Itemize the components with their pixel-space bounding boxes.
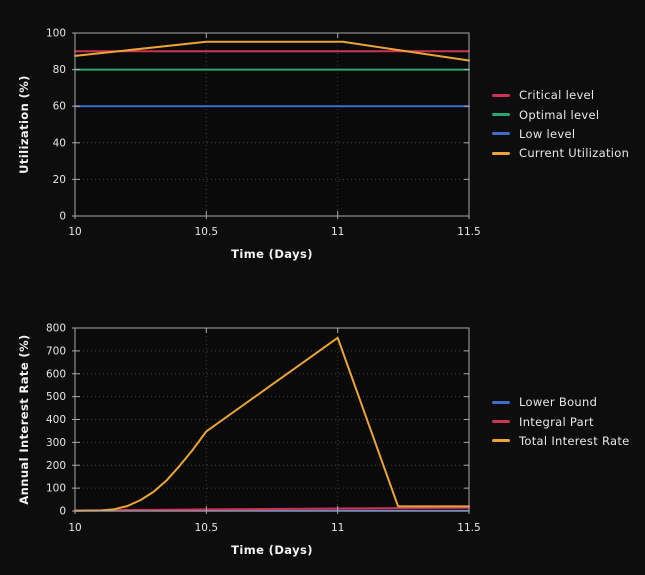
x-tick-label: 11.5 (457, 226, 480, 238)
x-tick-label: 10.5 (195, 522, 218, 534)
y-tick-label: 100 (46, 28, 66, 40)
tick-marks (72, 327, 470, 514)
tick-marks (72, 32, 470, 219)
tick-labels: 0 20 40 60 80 100 10 10.5 11 11.5 (46, 28, 481, 239)
legend-swatch-current-utilization (492, 151, 510, 155)
y-tick-label: 500 (46, 391, 66, 403)
y-tick-label: 0 (59, 506, 66, 518)
tick-labels: 0 100 200 300 400 500 600 700 800 10 10.5 11 11.5 (46, 323, 481, 535)
legend-item-integral-part: Integral Part (492, 412, 630, 431)
legend-item-lower-bound: Lower Bound (492, 393, 630, 412)
legend-item-critical-level: Critical level (492, 86, 629, 105)
legend-swatch-optimal-level (492, 113, 510, 117)
y-tick-label: 20 (53, 174, 66, 186)
series-line-total-interest-rate (74, 336, 470, 512)
x-tick-label: 11 (331, 226, 344, 238)
x-axis-title: Time (Days) (231, 543, 313, 557)
y-axis-title: Annual Interest Rate (%) (17, 334, 31, 504)
chart-0: 0 20 40 60 80 100 10 10.5 11 11.5 Time (Days) Utili… (17, 28, 481, 262)
legend-item-current-utilization: Current Utilization (492, 144, 629, 163)
series-line-integral-part (74, 506, 470, 512)
legend-swatch-total-interest-rate (492, 439, 510, 443)
y-tick-label: 700 (46, 345, 66, 357)
gridlines (75, 328, 469, 511)
y-tick-label: 80 (53, 64, 66, 76)
x-tick-label: 10.5 (195, 226, 218, 238)
legend-label: Critical level (519, 88, 595, 103)
legend-item-optimal-level: Optimal level (492, 105, 629, 124)
x-tick-label: 11 (331, 522, 344, 534)
legend-swatch-integral-part (492, 420, 510, 424)
y-tick-label: 400 (46, 414, 66, 426)
y-tick-label: 800 (46, 323, 66, 335)
legend-label: Lower Bound (519, 395, 598, 410)
legend-label: Current Utilization (519, 146, 630, 161)
y-axis-title: Utilization (%) (17, 75, 31, 174)
legend-swatch-lower-bound (492, 400, 510, 404)
axes-frame (74, 32, 470, 217)
x-tick-label: 10 (68, 522, 81, 534)
x-axis-title: Time (Days) (231, 247, 313, 261)
legend-swatch-critical-level (492, 93, 510, 97)
y-tick-label: 100 (46, 483, 66, 495)
x-tick-label: 11.5 (457, 522, 480, 534)
legend-label: Integral Part (519, 414, 594, 429)
legend-label: Total Interest Rate (519, 433, 630, 448)
plot-area (75, 33, 469, 216)
legend-label: Low level (519, 126, 576, 141)
series-line-current-utilization (74, 40, 470, 62)
y-tick-label: 300 (46, 437, 66, 449)
y-tick-label: 40 (53, 137, 66, 149)
legend-top-chart: Critical level Optimal level Low level Curr… (492, 86, 629, 164)
legend-item-low-level: Low level (492, 124, 629, 143)
y-tick-label: 60 (53, 101, 66, 113)
legend-label: Optimal level (519, 107, 600, 122)
y-tick-label: 600 (46, 368, 66, 380)
y-tick-label: 200 (46, 460, 66, 472)
legend-item-total-interest-rate: Total Interest Rate (492, 431, 630, 450)
y-tick-label: 0 (59, 211, 66, 223)
plot-area (75, 328, 469, 511)
chart-1: 0 100 200 300 400 500 600 700 800 10 10.5 11 11.5 Tim… (17, 323, 481, 558)
legend-swatch-low-level (492, 132, 510, 136)
x-tick-label: 10 (68, 226, 81, 238)
legend-bottom-chart: Lower Bound Integral Part Total Interest R… (492, 393, 630, 451)
